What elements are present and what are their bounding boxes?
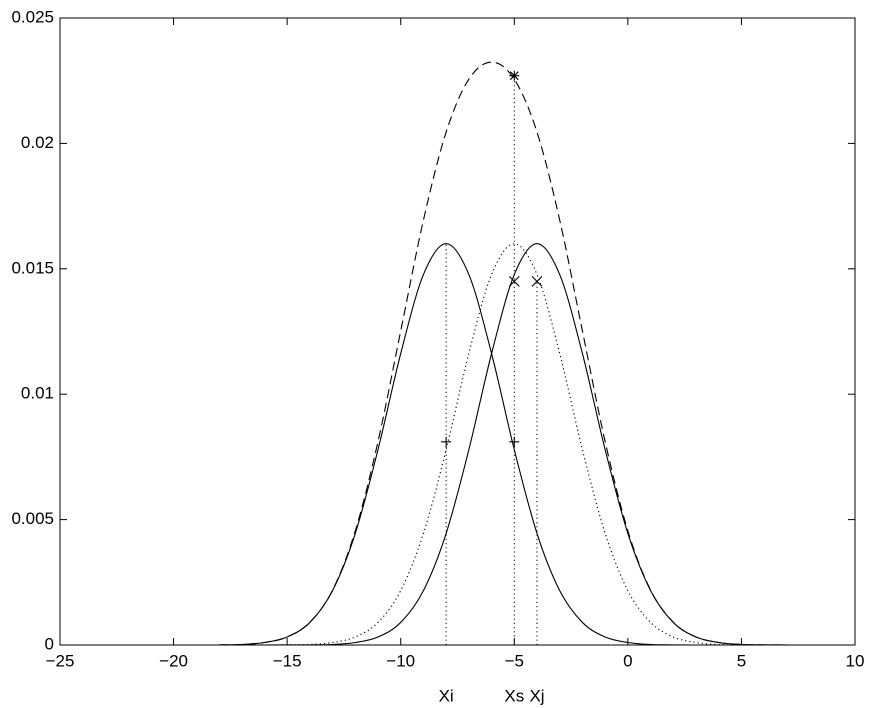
y-tick-label: 0.005 bbox=[11, 509, 54, 528]
x-tick-label: −20 bbox=[159, 651, 188, 670]
x-tick-label: −10 bbox=[386, 651, 415, 670]
x-tick-label: 5 bbox=[737, 651, 746, 670]
marker bbox=[509, 436, 520, 447]
y-tick-label: 0.02 bbox=[21, 133, 54, 152]
marker bbox=[531, 275, 543, 287]
x-tick-label: 10 bbox=[846, 651, 865, 670]
marker bbox=[508, 275, 520, 287]
line bbox=[218, 243, 787, 646]
y-tick-label: 0.015 bbox=[11, 258, 54, 277]
x-tick-label: −25 bbox=[46, 651, 75, 670]
x-tick-label: 0 bbox=[623, 651, 632, 670]
reference-label: Xi bbox=[439, 686, 454, 705]
line bbox=[219, 243, 787, 646]
marker bbox=[441, 436, 452, 447]
line bbox=[218, 243, 787, 646]
reference-label: Xs bbox=[504, 686, 524, 705]
reference-label: Xj bbox=[529, 686, 544, 705]
y-tick-label: 0 bbox=[45, 634, 54, 653]
y-tick-label: 0.025 bbox=[11, 7, 54, 26]
line bbox=[218, 61, 787, 646]
plot-frame bbox=[59, 17, 856, 646]
x-tick-label: −5 bbox=[505, 651, 524, 670]
y-tick-label: 0.01 bbox=[21, 384, 54, 403]
marker bbox=[509, 70, 520, 81]
x-tick-label: −15 bbox=[273, 651, 302, 670]
